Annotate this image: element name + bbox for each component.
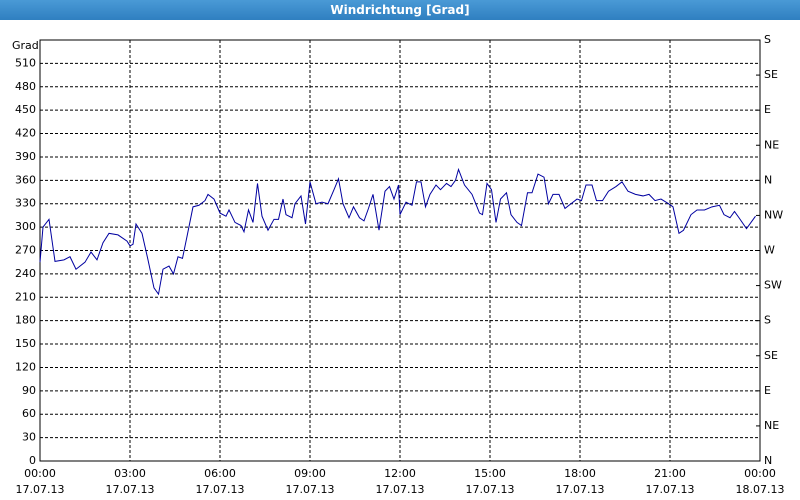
y-tick-label: 360 xyxy=(15,173,36,186)
x-tick-date: 18.07.13 xyxy=(736,483,785,496)
y2-tick-label: NE xyxy=(764,419,779,432)
y-tick-label: 30 xyxy=(22,431,36,444)
y2-tick-label: SW xyxy=(764,279,782,292)
x-tick-date: 17.07.13 xyxy=(556,483,605,496)
y-tick-label: 60 xyxy=(22,407,36,420)
y2-tick-label: N xyxy=(764,454,772,467)
x-tick-date: 17.07.13 xyxy=(16,483,65,496)
x-tick-date: 17.07.13 xyxy=(106,483,155,496)
x-tick-date: 17.07.13 xyxy=(466,483,515,496)
y-tick-label: 270 xyxy=(15,244,36,257)
y2-tick-label: NW xyxy=(764,208,783,221)
y-axis-label: Grad xyxy=(12,39,39,52)
y-tick-label: 390 xyxy=(15,150,36,163)
y2-tick-label: E xyxy=(764,103,771,116)
y2-tick-label: SE xyxy=(764,68,778,81)
data-line xyxy=(39,167,756,296)
y-tick-label: 480 xyxy=(15,80,36,93)
y2-tick-label: S xyxy=(764,33,771,46)
y-tick-label: 510 xyxy=(15,56,36,69)
y2-tick-label: W xyxy=(764,244,775,257)
x-tick-label: 18:00 xyxy=(564,467,596,480)
x-tick-date: 17.07.13 xyxy=(376,483,425,496)
y2-tick-label: N xyxy=(764,173,772,186)
x-tick-date: 17.07.13 xyxy=(646,483,695,496)
y-tick-label: 120 xyxy=(15,360,36,373)
y-tick-label: 450 xyxy=(15,103,36,116)
x-tick-label: 06:00 xyxy=(204,467,236,480)
y2-tick-label: E xyxy=(764,384,771,397)
y2-tick-label: SE xyxy=(764,349,778,362)
y-tick-label: 150 xyxy=(15,337,36,350)
y-tick-label: 90 xyxy=(22,384,36,397)
y-tick-label: 420 xyxy=(15,127,36,140)
x-tick-label: 12:00 xyxy=(384,467,416,480)
y-tick-label: 300 xyxy=(15,220,36,233)
x-tick-date: 17.07.13 xyxy=(196,483,245,496)
x-tick-label: 03:00 xyxy=(114,467,146,480)
y-tick-label: 180 xyxy=(15,314,36,327)
x-tick-label: 00:00 xyxy=(744,467,776,480)
y2-tick-label: S xyxy=(764,314,771,327)
chart: Grad 0 30 60 90 120 150 180 210 240 270 300 330 360 3… xyxy=(12,33,785,496)
y-tick-label: 0 xyxy=(29,454,36,467)
x-tick-date: 17.07.13 xyxy=(286,483,335,496)
x-tick-label: 09:00 xyxy=(294,467,326,480)
y-tick-label: 210 xyxy=(15,290,36,303)
chart-title: Windrichtung [Grad] xyxy=(0,0,800,20)
y2-tick-label: NE xyxy=(764,138,779,151)
x-tick-label: 15:00 xyxy=(474,467,506,480)
y-tick-label: 240 xyxy=(15,267,36,280)
plot-frame xyxy=(39,39,761,462)
y-tick-label: 330 xyxy=(15,197,36,210)
x-tick-label: 00:00 xyxy=(24,467,56,480)
x-tick-label: 21:00 xyxy=(654,467,686,480)
